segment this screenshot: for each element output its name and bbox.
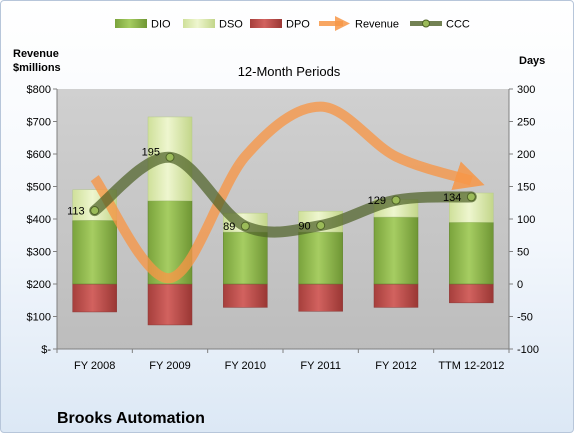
legend-label-ccc: CCC	[446, 19, 470, 31]
ccc-data-label: 134	[443, 192, 461, 204]
ccc-point	[391, 195, 401, 205]
x-tick-label: TTM 12-2012	[438, 360, 504, 372]
ccc-point	[316, 221, 326, 230]
x-tick-label: FY 2009	[149, 360, 190, 372]
ccc-data-label: 113	[67, 206, 85, 218]
x-tick-label: FY 2010	[225, 360, 266, 372]
legend-swatch-dso	[183, 19, 215, 28]
left-tick-label: $300	[27, 247, 51, 259]
bar-dpo	[449, 283, 494, 304]
ccc-layer: 113 195 89 90 129 134	[67, 146, 477, 238]
revenue-line	[90, 101, 485, 284]
right-tick-label: 50	[517, 247, 529, 259]
bar-dpo	[373, 283, 419, 308]
legend-label-revenue: Revenue	[355, 19, 399, 31]
left-tick-label: $200	[27, 279, 51, 291]
company-name: Brooks Automation	[57, 410, 205, 427]
legend-item-dpo: DPO	[250, 19, 310, 31]
left-tick-label: $700	[27, 117, 51, 129]
x-tick-label: FY 2008	[74, 360, 115, 372]
right-tick-label: 250	[517, 117, 535, 129]
legend-label-dso: DSO	[219, 19, 243, 31]
right-axis-title: Days	[519, 55, 545, 67]
ccc-data-label: 89	[223, 221, 235, 233]
ccc-point	[90, 206, 100, 216]
ccc-data-label: 195	[142, 146, 160, 158]
legend-label-dio: DIO	[151, 19, 171, 31]
left-tick-label: $400	[27, 214, 51, 226]
left-tick-label: $500	[27, 182, 51, 194]
ccc-data-label: 129	[368, 195, 386, 207]
legend-item-dio: DIO	[115, 19, 171, 31]
right-tick-label: 0	[517, 279, 523, 291]
bar-dio	[449, 222, 494, 285]
x-tick-label: FY 2012	[375, 360, 416, 372]
bar-dpo	[223, 283, 268, 308]
left-tick-label: $-	[41, 344, 51, 356]
legend-item-revenue: Revenue	[319, 16, 399, 31]
legend-label-dpo: DPO	[286, 19, 310, 31]
right-tick-label: 150	[517, 182, 535, 194]
legend-item-ccc: CCC	[410, 19, 470, 31]
left-tick-label: $800	[27, 84, 51, 96]
axes-group: $- $100 $200 $300 $400 $500 $600 $700 $800 -100 -5…	[27, 84, 540, 372]
left-tick-label: $600	[27, 149, 51, 161]
ccc-point	[165, 152, 175, 162]
right-tick-label: -100	[517, 344, 539, 356]
legend-marker-ccc	[422, 19, 430, 28]
bar-dio	[373, 216, 419, 285]
legend-swatch-dio	[115, 19, 147, 28]
bar-dio	[223, 231, 268, 285]
legend-item-dso: DSO	[183, 19, 243, 31]
bar-dio	[72, 220, 117, 285]
right-tick-label: -50	[517, 312, 533, 324]
right-tick-label: 100	[517, 214, 535, 226]
left-axis-title-line1: Revenue	[13, 48, 59, 60]
bar-dpo	[147, 283, 193, 326]
left-axis-title-line2: $millions	[13, 62, 61, 74]
left-tick-label: $100	[27, 312, 51, 324]
ccc-point	[466, 192, 476, 202]
x-tick-label: FY 2011	[300, 360, 341, 372]
bar-dpo	[298, 283, 343, 312]
bar-dio	[298, 231, 343, 285]
plot-area	[57, 89, 509, 349]
revenue-layer	[90, 101, 485, 284]
chart-legend: DIO DSO DPO Revenue CCC	[115, 16, 470, 31]
right-tick-label: 300	[517, 84, 535, 96]
bar-dpo	[72, 283, 117, 313]
chart-title: 12-Month Periods	[238, 64, 341, 79]
right-tick-label: 200	[517, 149, 535, 161]
ccc-data-label: 90	[298, 221, 310, 233]
ccc-point	[240, 221, 250, 231]
legend-swatch-dpo	[250, 19, 282, 28]
